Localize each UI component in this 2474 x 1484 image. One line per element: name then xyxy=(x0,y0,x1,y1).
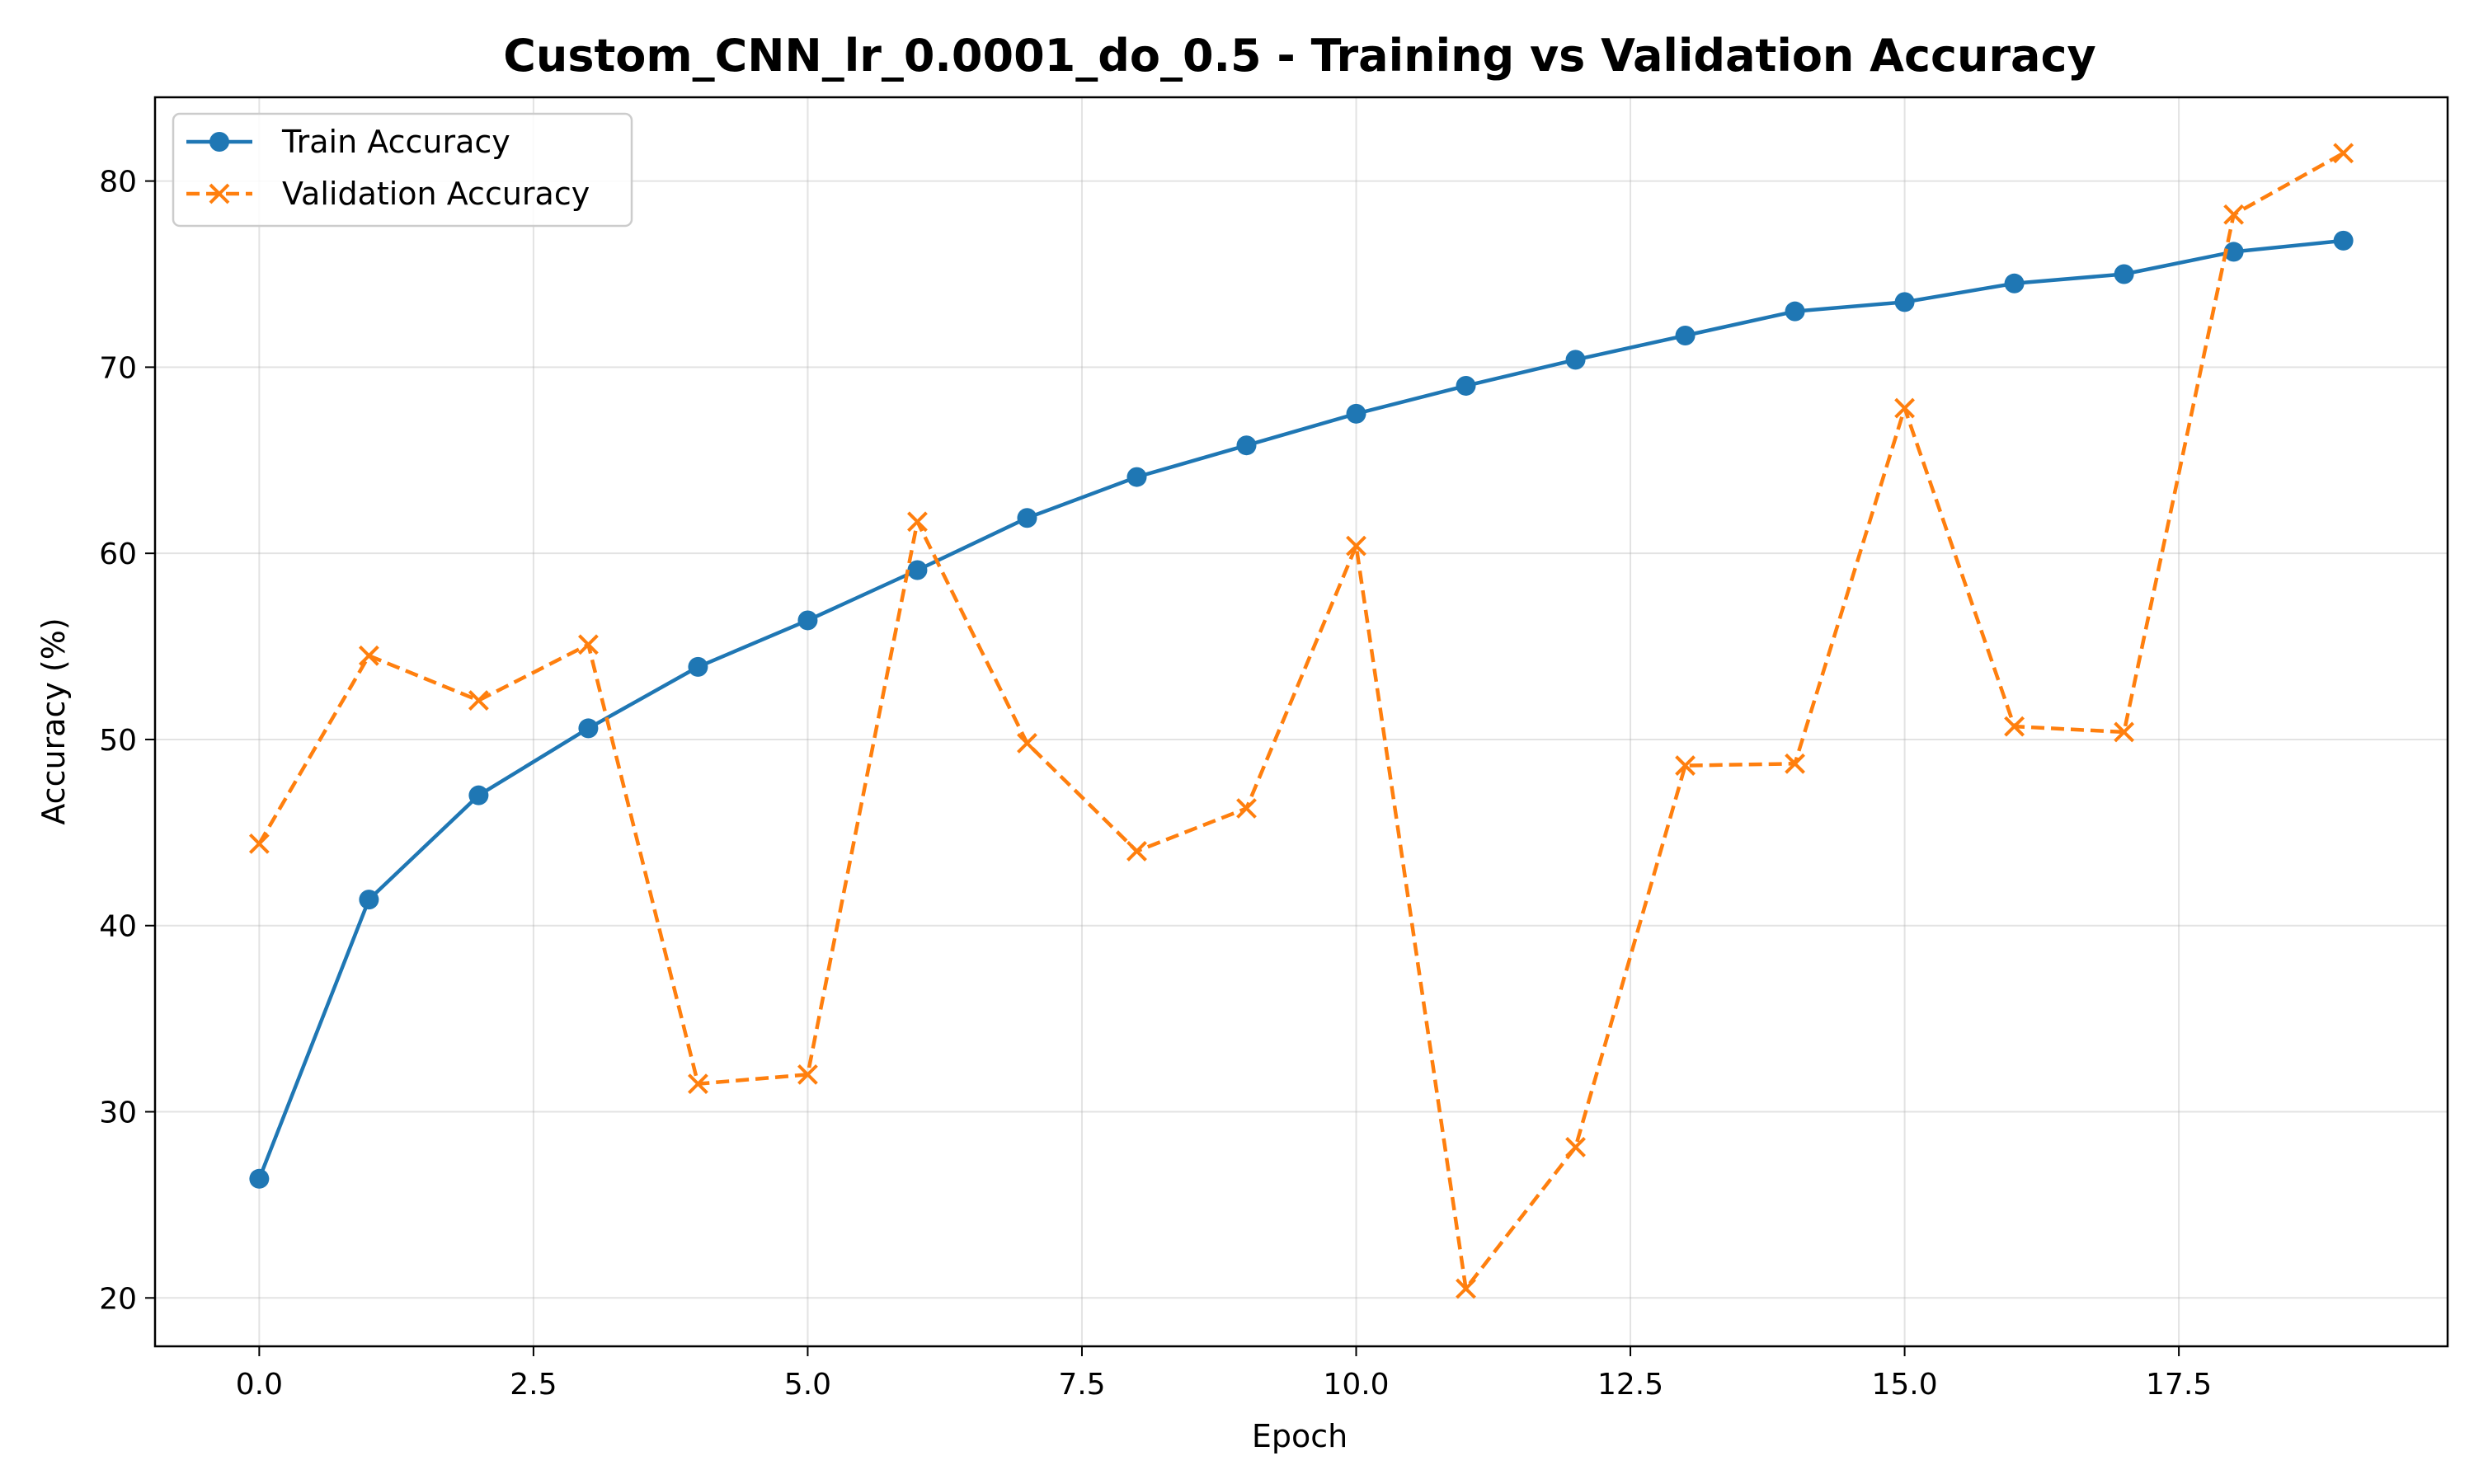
grid xyxy=(155,97,2448,1346)
data-point xyxy=(1894,292,1915,312)
data-point xyxy=(688,1073,708,1095)
x-tick-label: 15.0 xyxy=(1872,1368,1938,1402)
data-point xyxy=(2004,273,2025,294)
y-axis: 20 30 40 50 60 70 80 xyxy=(99,166,155,1316)
data-point xyxy=(1565,1136,1586,1158)
data-point xyxy=(1785,301,1805,322)
y-tick-label: 50 xyxy=(99,724,137,758)
legend-validation-label: Validation Accuracy xyxy=(282,176,590,212)
series-validation-accuracy xyxy=(248,143,2354,1299)
y-tick-label: 70 xyxy=(99,351,137,385)
data-point xyxy=(578,718,599,739)
legend: Train Accuracy Validation Accuracy xyxy=(172,112,633,228)
legend-train-label: Train Accuracy xyxy=(281,124,510,160)
x-tick-label: 10.0 xyxy=(1323,1368,1389,1402)
data-point xyxy=(2004,716,2025,737)
x-tick-label: 7.5 xyxy=(1058,1368,1105,1402)
y-tick-label: 20 xyxy=(99,1282,137,1316)
data-point xyxy=(907,560,928,580)
y-tick-label: 40 xyxy=(99,910,137,944)
x-axis: 0.0 2.5 5.0 7.5 10.0 12.5 15.0 17.5 xyxy=(236,1346,2212,1402)
data-point xyxy=(797,610,818,631)
data-point xyxy=(1456,375,1476,396)
data-point xyxy=(797,1064,818,1085)
data-point xyxy=(1785,753,1805,774)
data-point xyxy=(1346,403,1366,424)
data-point xyxy=(1456,1278,1476,1299)
data-point xyxy=(1126,841,1147,862)
data-point xyxy=(1346,535,1366,556)
data-point xyxy=(249,1168,270,1189)
data-point xyxy=(1675,326,1696,346)
x-tick-label: 2.5 xyxy=(510,1368,557,1402)
x-axis-label: Epoch xyxy=(1252,1418,1348,1454)
data-point xyxy=(1236,435,1257,456)
data-point xyxy=(2333,143,2354,164)
data-point xyxy=(1017,733,1037,754)
data-point xyxy=(1126,467,1147,487)
y-axis-label: Accuracy (%) xyxy=(35,618,72,824)
data-point xyxy=(577,634,599,655)
legend-box xyxy=(172,112,633,228)
x-tick-label: 0.0 xyxy=(236,1368,283,1402)
data-point xyxy=(1236,798,1257,819)
chart-title: Custom_CNN_lr_0.0001_do_0.5 - Training v… xyxy=(503,30,2095,82)
x-tick-label: 12.5 xyxy=(1597,1368,1663,1402)
y-tick-label: 60 xyxy=(99,538,137,571)
x-tick-label: 5.0 xyxy=(784,1368,831,1402)
data-point xyxy=(468,785,489,805)
legend-train-marker xyxy=(209,132,229,152)
x-tick-label: 17.5 xyxy=(2146,1368,2212,1402)
series-layer xyxy=(248,143,2354,1299)
data-point xyxy=(1017,508,1037,528)
data-point xyxy=(688,656,708,677)
data-point xyxy=(358,645,379,666)
y-tick-label: 30 xyxy=(99,1097,137,1130)
legend-validation-marker xyxy=(209,183,230,204)
data-point xyxy=(1675,755,1696,776)
data-point xyxy=(359,890,379,910)
data-point xyxy=(2223,204,2245,225)
data-point xyxy=(907,511,928,533)
series-line xyxy=(257,151,2345,1291)
data-point xyxy=(2333,230,2354,251)
plot-area xyxy=(153,96,2449,1348)
data-point xyxy=(1894,397,1915,419)
data-point xyxy=(2114,264,2134,284)
y-tick-label: 80 xyxy=(99,166,137,200)
data-point xyxy=(468,690,489,711)
data-point xyxy=(2114,721,2135,743)
data-point xyxy=(1565,350,1586,370)
data-point xyxy=(2223,242,2244,262)
data-point xyxy=(248,833,270,854)
